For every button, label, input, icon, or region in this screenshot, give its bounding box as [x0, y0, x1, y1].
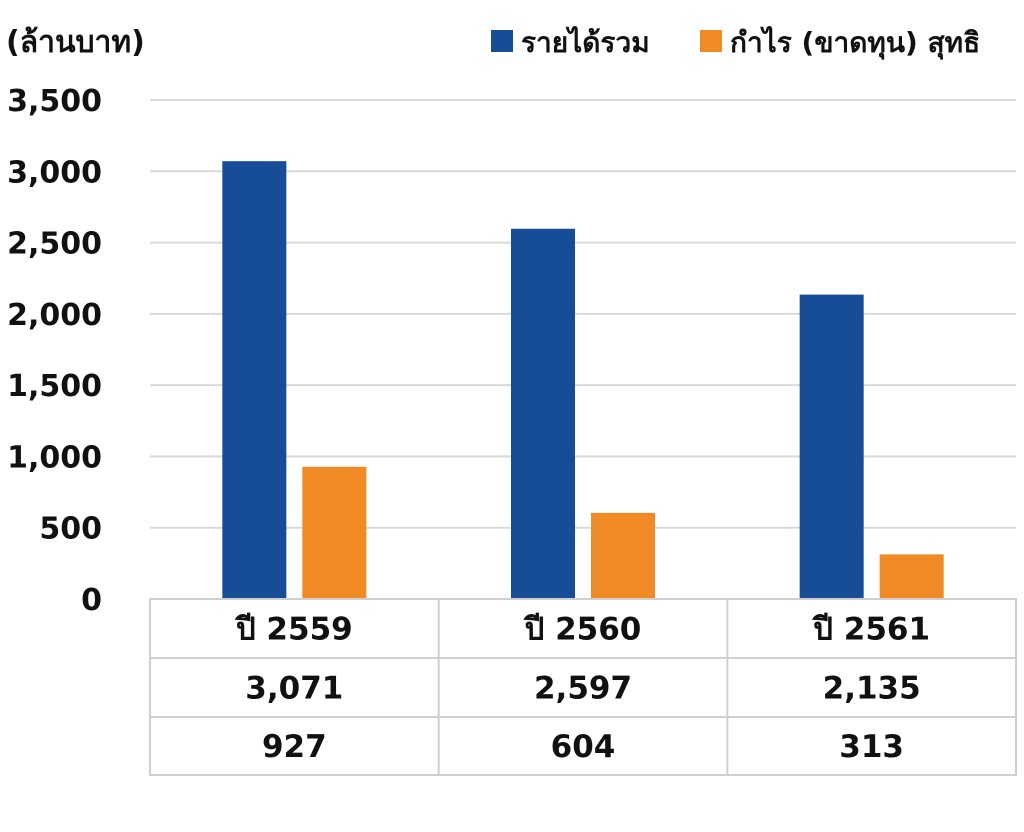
legend-label: กำไร (ขาดทุน) สุทธิ — [730, 26, 980, 60]
x-category-label: ปี 2561 — [812, 612, 930, 648]
bar — [302, 466, 367, 599]
y-axis: 0 500 1,000 1,500 2,000 2,500 3,000 3,500 — [7, 84, 102, 618]
bar — [591, 512, 655, 599]
y-tick-label: 1,500 — [7, 369, 102, 404]
bar — [879, 554, 944, 599]
legend: รายได้รวม กำไร (ขาดทุน) สุทธิ — [491, 26, 980, 60]
legend-swatch — [700, 30, 722, 52]
x-category-label: ปี 2559 — [235, 612, 353, 648]
y-tick-label: 2,500 — [7, 227, 102, 262]
table-value: 604 — [551, 729, 616, 765]
grid-lines — [150, 99, 1016, 529]
table-value: 2,135 — [823, 671, 921, 707]
bar — [222, 161, 287, 599]
legend-swatch — [491, 30, 513, 52]
table-value: 313 — [839, 729, 904, 765]
table-value: 3,071 — [245, 671, 343, 707]
y-tick-label: 500 — [39, 512, 102, 547]
bar — [799, 294, 864, 599]
data-table: ปี 2559 ปี 2560 ปี 2561 3,071 2,597 2,135 927 6… — [149, 598, 1017, 776]
y-tick-label: 2,000 — [7, 298, 102, 333]
y-tick-label: 3,000 — [7, 155, 102, 190]
table-value: 927 — [262, 729, 327, 765]
y-tick-label: 3,500 — [7, 84, 102, 119]
table-value: 2,597 — [534, 671, 632, 707]
bars — [222, 161, 944, 599]
x-category-label: ปี 2560 — [523, 612, 641, 648]
y-tick-label: 0 — [81, 583, 102, 618]
unit-label: (ล้านบาท) — [6, 25, 145, 60]
legend-label: รายได้รวม — [521, 26, 650, 59]
bar — [511, 228, 575, 599]
table-border — [149, 598, 1017, 776]
y-tick-label: 1,000 — [7, 440, 102, 475]
